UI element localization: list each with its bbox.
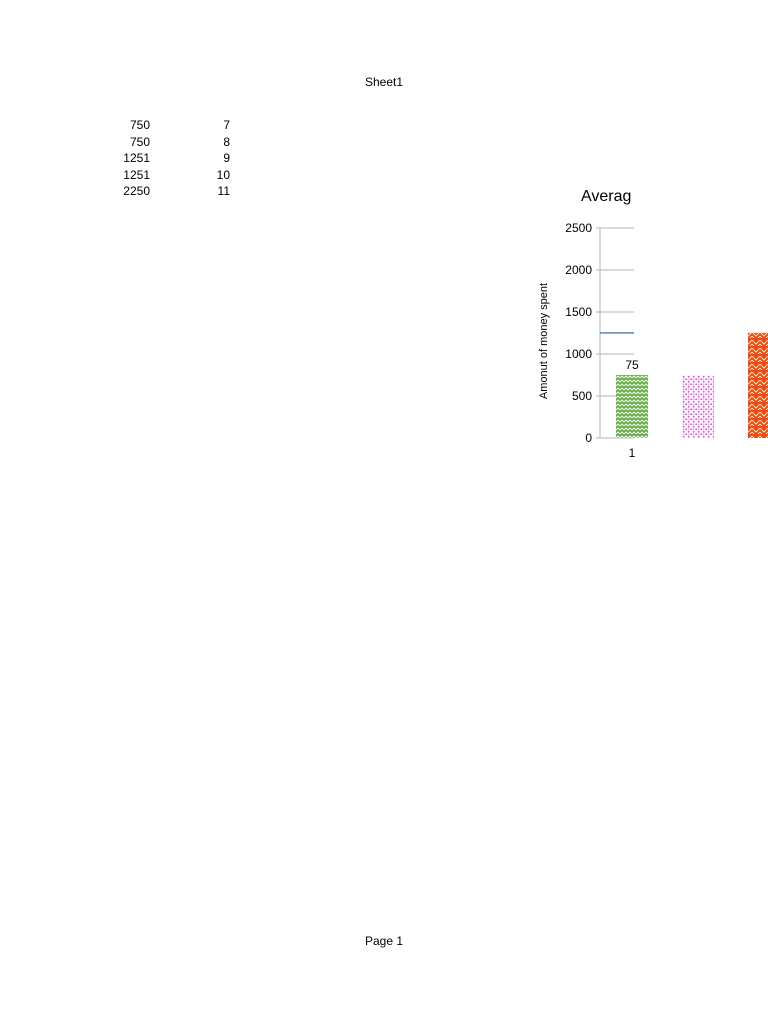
cell-index: 8	[223, 134, 230, 149]
cell-amount: 750	[129, 134, 150, 149]
x-category-label: 1	[629, 446, 636, 460]
sheet-header: Sheet1	[364, 75, 404, 89]
chart-title: Averag	[581, 188, 631, 205]
table-row: 1251 9	[90, 150, 230, 167]
bar-1	[616, 375, 648, 438]
data-table: 750 7 750 8 1251 9 1251 10 2250 11	[90, 117, 230, 200]
y-tick-label: 0	[585, 431, 592, 445]
table-row: 750 8	[90, 134, 230, 151]
title-crop-mask	[634, 178, 768, 214]
cell-index: 11	[217, 184, 230, 198]
bar-chart: Averag Amonut of money spent 0 500 1000 150…	[538, 178, 768, 460]
chart-container: Averag Amonut of money spent 0 500 1000 150…	[520, 178, 768, 468]
cell-amount: 2250	[123, 184, 150, 198]
cell-amount: 1251	[123, 167, 150, 182]
y-tick-label: 1500	[565, 305, 592, 319]
cell-amount: 1251	[123, 151, 150, 165]
cell-index: 7	[223, 118, 230, 132]
data-table-body: 750 7 750 8 1251 9 1251 10 2250 11	[90, 117, 230, 200]
table-row: 1251 10	[90, 167, 230, 184]
table-row: 2250 11	[90, 183, 230, 200]
table-row: 750 7	[90, 117, 230, 134]
chart-plot-area: 0 500 1000 1500 2000 2500 75 1	[565, 178, 768, 460]
y-tick-label: 500	[572, 389, 592, 403]
cell-index: 9	[223, 151, 230, 165]
y-axis-title: Amonut of money spent	[538, 283, 550, 399]
cell-index: 10	[216, 167, 230, 182]
page-footer: Page 1	[364, 934, 404, 948]
cell-amount: 750	[129, 118, 150, 132]
y-tick-label: 1000	[565, 347, 592, 361]
bar-data-label: 75	[625, 358, 639, 372]
y-tick-label: 2500	[565, 221, 592, 235]
bar-3	[748, 332, 768, 438]
bar-2	[682, 375, 714, 438]
y-tick-label: 2000	[565, 263, 592, 277]
